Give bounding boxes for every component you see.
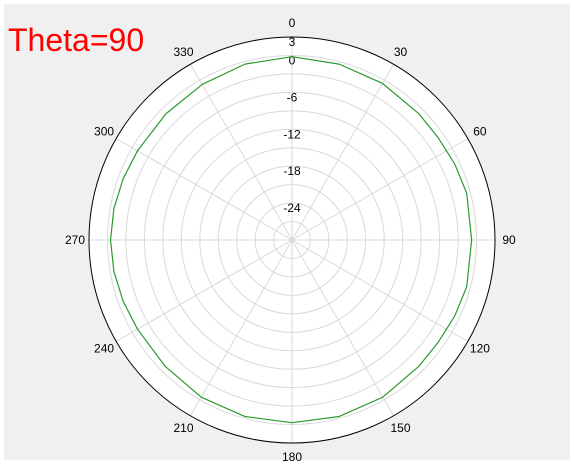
radial-tick-label: -18 (283, 164, 301, 178)
angle-tick-label: 0 (289, 16, 296, 30)
grid-spoke (115, 239, 293, 342)
radial-tick-label: -24 (283, 201, 301, 215)
grid-spoke (291, 63, 394, 241)
pattern-curve (109, 56, 473, 424)
angle-tick-label: 300 (94, 125, 114, 139)
angle-tick-label: 210 (173, 421, 193, 435)
grid-spoke (190, 63, 293, 241)
angle-tick-label: 60 (473, 125, 487, 139)
radial-tick-label: 3 (289, 35, 296, 49)
grid-spoke (291, 239, 469, 342)
angle-tick-label: 30 (394, 45, 408, 59)
radial-tick-label: -12 (283, 127, 301, 141)
angle-tick-label: 90 (502, 233, 516, 247)
chart-title: Theta=90 (8, 22, 145, 58)
angle-tick-label: 150 (390, 421, 410, 435)
grid-spoke (190, 239, 293, 417)
grid-spoke (291, 138, 469, 241)
angle-tick-label: 240 (94, 342, 114, 356)
outer-ring (88, 36, 496, 444)
angle-tick-label: 270 (65, 233, 85, 247)
angle-tick-label: 120 (470, 342, 490, 356)
radial-tick-label: -6 (287, 90, 298, 104)
radial-tick-label: 0 (289, 53, 296, 67)
angle-tick-label: 330 (173, 45, 193, 59)
grid-spoke (115, 138, 293, 241)
grid-spoke (291, 239, 394, 417)
angle-tick-label: 180 (282, 450, 302, 464)
